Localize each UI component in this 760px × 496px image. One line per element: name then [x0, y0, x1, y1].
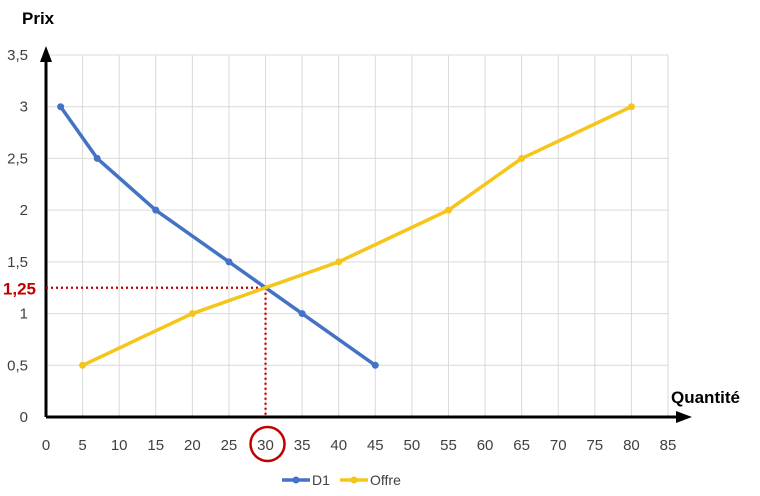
legend-label-offre: Offre [370, 472, 401, 488]
data-point-offre [188, 310, 196, 318]
x-tick-label: 65 [513, 437, 530, 454]
tick-labels: 0 5 10 15 20 25 30 35 40 45 50 55 60 65 70 75 80 85 0 0,5 1 1… [7, 47, 676, 454]
legend-marker-offre [350, 476, 358, 484]
equilibrium-annotation: 1,25 [3, 280, 286, 463]
x-tick-label: 50 [404, 437, 421, 454]
x-tick-label: 85 [660, 437, 677, 454]
y-tick-label: 1,5 [7, 254, 28, 271]
data-point-d1 [152, 206, 160, 214]
series-line-d1 [59, 105, 377, 367]
x-tick-label: 75 [586, 437, 603, 454]
y-tick-label: 2 [20, 202, 28, 219]
x-axis-arrow [676, 411, 692, 423]
x-tick-label: 15 [147, 437, 164, 454]
y-axis-arrow [40, 46, 52, 62]
legend-label-d1: D1 [312, 472, 330, 488]
x-tick-label: 25 [221, 437, 238, 454]
y-tick-label: 3 [20, 99, 28, 116]
y-tick-label: 1 [20, 306, 28, 323]
y-tick-label: 2,5 [7, 150, 28, 167]
data-point-offre [627, 103, 635, 111]
axes [40, 46, 692, 423]
equilibrium-price-label: 1,25 [3, 280, 36, 299]
x-tick-label: 55 [440, 437, 457, 454]
x-tick-label: 35 [294, 437, 311, 454]
x-tick-label: 40 [330, 437, 347, 454]
equilibrium-quantity-circle [249, 425, 286, 463]
data-point-offre [518, 154, 526, 162]
series-layer [57, 103, 635, 369]
x-tick-label: 30 [257, 437, 274, 454]
x-tick-label: 45 [367, 437, 384, 454]
x-tick-label: 10 [111, 437, 128, 454]
y-tick-label: 0,5 [7, 357, 28, 374]
x-tick-label: 5 [78, 437, 86, 454]
x-tick-label: 70 [550, 437, 567, 454]
data-point-d1 [93, 154, 101, 162]
y-tick-label: 3,5 [7, 47, 28, 64]
x-tick-label: 60 [477, 437, 494, 454]
legend-marker-d1 [292, 476, 300, 484]
series-line-offre [81, 105, 633, 367]
grid-lines [46, 54, 669, 417]
data-point-d1 [371, 361, 379, 369]
x-tick-label: 0 [42, 437, 50, 454]
data-point-d1 [57, 103, 65, 111]
y-tick-label: 0 [20, 409, 28, 426]
data-point-offre [335, 258, 343, 266]
y-axis-title: Prix [22, 9, 55, 28]
legend: D1 Offre [282, 472, 401, 488]
data-point-d1 [225, 258, 233, 266]
x-tick-label: 20 [184, 437, 201, 454]
x-tick-label: 80 [623, 437, 640, 454]
data-point-offre [79, 361, 87, 369]
data-point-offre [444, 206, 452, 214]
x-axis-title: Quantité [671, 388, 740, 407]
data-point-d1 [298, 310, 306, 318]
